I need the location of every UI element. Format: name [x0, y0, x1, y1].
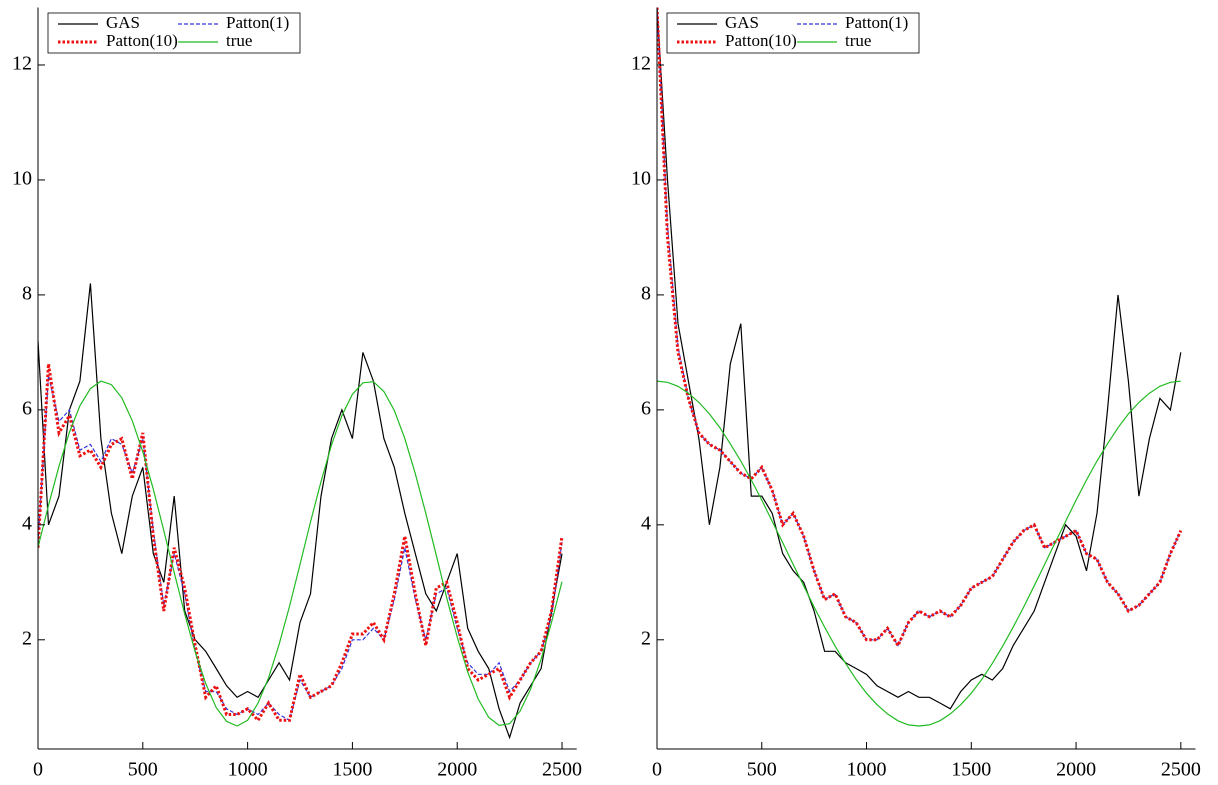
x-tick-label: 0: [652, 759, 662, 781]
line-series: [38, 283, 563, 740]
legend-label: Patton(10): [106, 31, 178, 50]
legend: GAS Patton(1) Patton(10) true: [666, 12, 920, 54]
x-tick-label: 1500: [951, 759, 991, 781]
x-tick-label: 2000: [1056, 759, 1096, 781]
x-tick-label: 500: [128, 759, 158, 781]
line-series: [657, 7, 1182, 710]
legend-label: Patton(1): [845, 13, 908, 32]
legend-label: GAS: [725, 13, 759, 32]
line-series: [657, 380, 1181, 727]
legend-label: true: [226, 31, 252, 50]
y-tick-label: 8: [22, 282, 32, 304]
x-tick-label: 2500: [542, 759, 582, 781]
y-tick-label: 10: [631, 168, 651, 190]
y-tick-label: 6: [641, 397, 651, 419]
x-tick-label: 1000: [228, 759, 268, 781]
y-tick-label: 6: [22, 397, 32, 419]
line-series: [657, 7, 1183, 649]
x-tick-label: 1000: [847, 759, 887, 781]
legend-label: Patton(1): [226, 13, 289, 32]
legend-label: GAS: [106, 13, 140, 32]
x-tick-label: 2500: [1161, 759, 1201, 781]
x-tick-label: 500: [747, 759, 777, 781]
y-tick-label: 4: [22, 512, 32, 534]
line-series: [38, 380, 563, 727]
line-series: [38, 375, 563, 722]
legend-box: [47, 12, 301, 54]
line-series: [38, 363, 564, 723]
y-tick-label: 2: [22, 627, 32, 649]
x-tick-label: 0: [33, 759, 43, 781]
legend: GAS Patton(1) Patton(10) true: [47, 12, 301, 54]
x-tick-label: 2000: [437, 759, 477, 781]
legend-label: true: [845, 31, 871, 50]
legend-box: [666, 12, 920, 54]
y-tick-label: 4: [641, 512, 651, 534]
legend-label: Patton(10): [725, 31, 797, 50]
y-tick-label: 8: [641, 282, 651, 304]
panel: 2 4 6 8 10 12 0 500 1000 1500 2000 2500 GAS Patton(1)…: [12, 7, 582, 781]
y-tick-label: 12: [631, 53, 651, 75]
y-tick-label: 10: [12, 168, 32, 190]
y-tick-label: 2: [641, 627, 651, 649]
x-tick-label: 1500: [332, 759, 372, 781]
y-tick-label: 12: [12, 53, 32, 75]
line-series: [657, 7, 1182, 647]
panel: 2 4 6 8 10 12 0 500 1000 1500 2000 2500 GAS Patton(1)…: [631, 7, 1201, 781]
